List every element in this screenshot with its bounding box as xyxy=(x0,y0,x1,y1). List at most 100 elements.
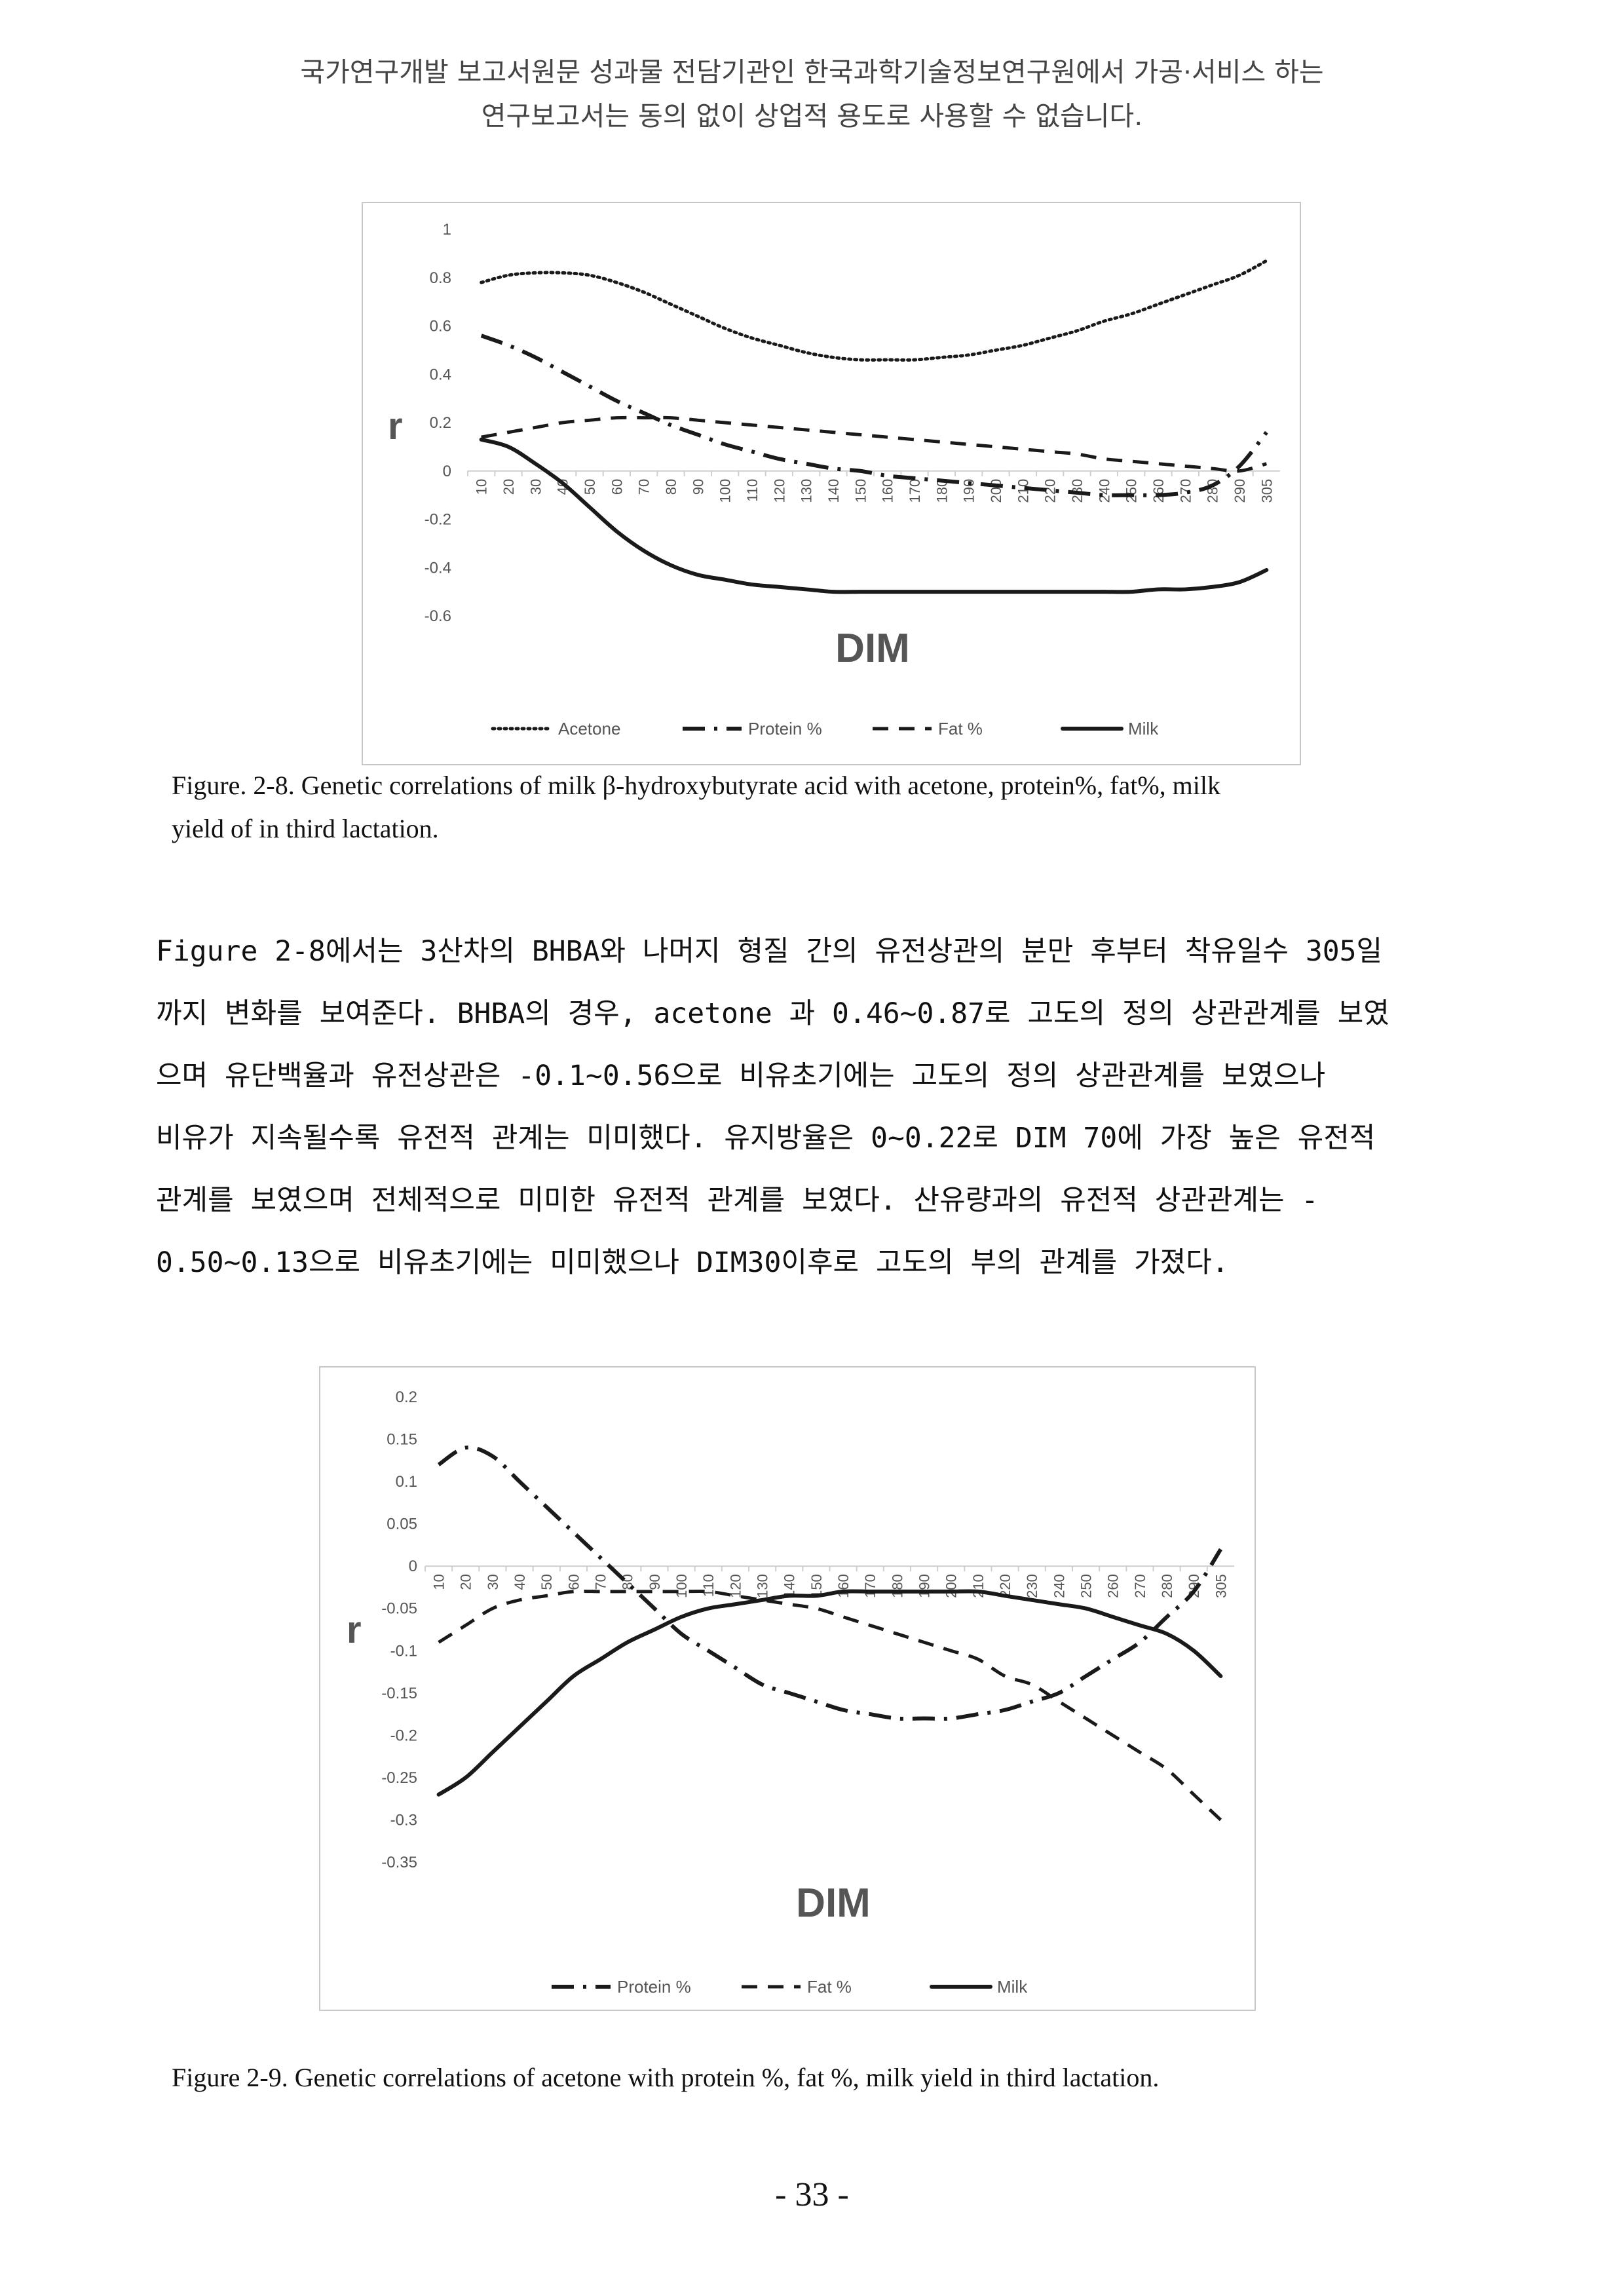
chart1-ytick-label: 0.4 xyxy=(430,366,451,383)
chart2-ytick-label: -0.05 xyxy=(381,1600,417,1618)
chart1-xtick-label: 160 xyxy=(880,479,896,503)
chart1-xtick-label: 50 xyxy=(582,479,598,495)
chart1-legend-label: Acetone xyxy=(558,719,620,738)
chart1-xtick-label: 260 xyxy=(1150,479,1167,503)
chart1-xtick-label: 30 xyxy=(527,479,544,495)
figure-2-caption: Figure 2-9. Genetic correlations of acet… xyxy=(172,2063,1160,2092)
chart2-xtick-label: 305 xyxy=(1213,1574,1229,1598)
header-line-2: 연구보고서는 동의 없이 상업적 용도로 사용할 수 없습니다. xyxy=(481,100,1143,132)
chart1-xtick-label: 250 xyxy=(1124,479,1140,503)
chart2-ytick-label: -0.2 xyxy=(390,1727,417,1744)
paragraph-line-1: Figure 2-8에서는 3산차의 BHBA와 나머지 형질 간의 유전상관의… xyxy=(156,935,1383,968)
chart2-xtick-label: 130 xyxy=(755,1574,771,1598)
chart2-xtick-label: 30 xyxy=(485,1574,501,1590)
chart1-xtick-label: 80 xyxy=(663,479,679,495)
chart2-xtick-label: 40 xyxy=(512,1574,528,1590)
chart2-legend-label: Protein % xyxy=(617,1977,691,1997)
chart2-legend-label: Fat % xyxy=(807,1977,852,1997)
chart2-xtick-label: 250 xyxy=(1078,1574,1095,1598)
chart1-series-milk xyxy=(479,437,1269,594)
chart2-ytick-label: 0.1 xyxy=(396,1473,417,1491)
header-line-1: 국가연구개발 보고서원문 성과물 전담기관인 한국과학기술정보연구원에서 가공·… xyxy=(300,56,1324,88)
figure-1-caption: Figure. 2-8. Genetic correlations of mil… xyxy=(172,764,1482,851)
chart2-ytick-label: 0.2 xyxy=(396,1388,417,1406)
chart1-xtick-label: 270 xyxy=(1177,479,1194,503)
chart1-legend-label: Milk xyxy=(1128,719,1159,738)
chart2-ytick-label: -0.1 xyxy=(390,1642,417,1660)
paragraph-line-3: 으며 유단백율과 유전상관은 -0.1~0.56으로 비유초기에는 고도의 정의… xyxy=(156,1060,1326,1092)
chart1-xtick-label: 210 xyxy=(1015,479,1031,503)
chart1-ytick-label: -0.6 xyxy=(425,607,451,625)
chart1-xtick-label: 170 xyxy=(907,479,923,503)
chart2-xtick-label: 50 xyxy=(538,1574,555,1590)
chart2-ytick-label: 0.15 xyxy=(387,1431,417,1449)
chart1-ytick-label: 0.8 xyxy=(430,269,451,287)
chart1-legend-label: Fat % xyxy=(938,719,983,738)
chart1-xtick-label: 20 xyxy=(500,479,517,495)
chart2-xtick-label: 170 xyxy=(862,1574,878,1598)
page-number: - 33 - xyxy=(775,2176,849,2213)
chart2-legend-label: Milk xyxy=(997,1977,1028,1997)
chart2-ytick-label: -0.15 xyxy=(381,1685,417,1702)
chart2-xtick-label: 70 xyxy=(593,1574,609,1590)
paragraph-line-5: 관계를 보였으며 전체적으로 미미한 유전적 관계를 보였다. 산유량과의 유전… xyxy=(156,1184,1319,1217)
paragraph-line-4: 비유가 지속될수록 유전적 관계는 미미했다. 유지방율은 0~0.22로 DI… xyxy=(156,1122,1376,1155)
chart1-xtick-label: 150 xyxy=(852,479,869,503)
chart1-xtick-label: 240 xyxy=(1096,479,1112,503)
chart2-series-protein xyxy=(437,1445,1222,1721)
chart2-series-milk xyxy=(436,1589,1223,1797)
chart2-xtick-label: 10 xyxy=(431,1574,447,1590)
chart2-xtick-label: 160 xyxy=(835,1574,852,1598)
chart1-xtick-label: 130 xyxy=(799,479,815,503)
figure-1-frame: 1 0.8 0.6 0.4 0.2 0 -0.2 -0.4 -0.6 10 20 30 40 50 60 70… xyxy=(362,202,1301,765)
figure-2-frame: 0.2 0.15 0.1 0.05 0 -0.05 -0.1 -0.15 -0.2 -0.25 -0… xyxy=(319,1366,1256,2011)
chart1-ytick-label: 1 xyxy=(443,221,451,239)
chart2-xtick-label: 270 xyxy=(1132,1574,1148,1598)
chart2-xtick-label: 210 xyxy=(970,1574,987,1598)
chart1-series-fat xyxy=(481,415,1268,473)
chart2-ylabel: r xyxy=(347,1609,362,1651)
chart1-xtick-label: 90 xyxy=(690,479,706,495)
chart2-series-fat xyxy=(438,1589,1222,1822)
chart2-ytick-label: 0.05 xyxy=(387,1516,417,1533)
chart1-xtick-label: 60 xyxy=(609,479,625,495)
chart1-ylabel: r xyxy=(388,405,403,448)
chart1-series-acetone xyxy=(480,259,1268,362)
chart2-ytick-label: -0.35 xyxy=(381,1854,417,1871)
chart2-xtick-label: 60 xyxy=(565,1574,582,1590)
chart1-ytick-label: -0.4 xyxy=(425,559,451,577)
chart2-ytick-label: -0.25 xyxy=(381,1769,417,1787)
chart1-xtick-label: 110 xyxy=(744,479,761,502)
figure-2-chart: 0.2 0.15 0.1 0.05 0 -0.05 -0.1 -0.15 -0.2 -0.25 -0… xyxy=(347,1388,1234,1997)
chart2-xtick-label: 90 xyxy=(647,1574,663,1590)
chart2-xtick-label: 230 xyxy=(1024,1574,1040,1598)
chart1-ytick-label: -0.2 xyxy=(425,511,451,529)
chart2-xtick-label: 280 xyxy=(1159,1574,1175,1598)
chart1-xtick-label: 200 xyxy=(988,479,1004,503)
figure-1-caption-line-1: Figure. 2-8. Genetic correlations of mil… xyxy=(172,771,1220,800)
chart2-xtick-label: 180 xyxy=(889,1574,905,1598)
paragraph-line-6: 0.50~0.13으로 비유초기에는 미미했으나 DIM30이후로 고도의 부의… xyxy=(156,1246,1229,1279)
figure-1-chart: 10.80.60.40.20-0.2-0.4-0.610 20 30 40 50 60 70… xyxy=(388,221,1280,738)
chart2-xtick-label: 20 xyxy=(458,1574,474,1590)
chart2-xtick-label: 110 xyxy=(700,1574,717,1597)
paragraph-line-2: 까지 변화를 보여준다. BHBA의 경우, acetone 과 0.46~0.… xyxy=(156,997,1389,1030)
chart1-ytick-label: 0.2 xyxy=(430,414,451,432)
chart1-xtick-label: 120 xyxy=(771,479,787,503)
chart2-ytick-label: -0.3 xyxy=(390,1811,417,1829)
chart2-xlabel: DIM xyxy=(796,1881,871,1926)
chart2-xtick-label: 240 xyxy=(1051,1574,1067,1598)
figure-1-caption-line-2: yield of in third lactation. xyxy=(172,814,439,843)
body-paragraph: Figure 2-8에서는 3산차의 BHBA와 나머지 형질 간의 유전상관의… xyxy=(156,921,1473,1294)
chart1-xlabel: DIM xyxy=(835,626,910,671)
chart2-xtick-label: 100 xyxy=(673,1574,690,1598)
chart1-xtick-label: 70 xyxy=(636,479,652,495)
chart2-xtick-label: 190 xyxy=(916,1574,933,1598)
chart1-xtick-label: 305 xyxy=(1258,479,1275,503)
chart2-xtick-label: 260 xyxy=(1105,1574,1122,1598)
chart1-xtick-label: 100 xyxy=(717,479,734,503)
chart1-legend-label: Protein % xyxy=(748,719,822,738)
chart1-xtick-label: 290 xyxy=(1232,479,1248,503)
chart1-ytick-label: 0 xyxy=(443,463,451,480)
chart2-ytick-label: 0 xyxy=(409,1558,417,1575)
